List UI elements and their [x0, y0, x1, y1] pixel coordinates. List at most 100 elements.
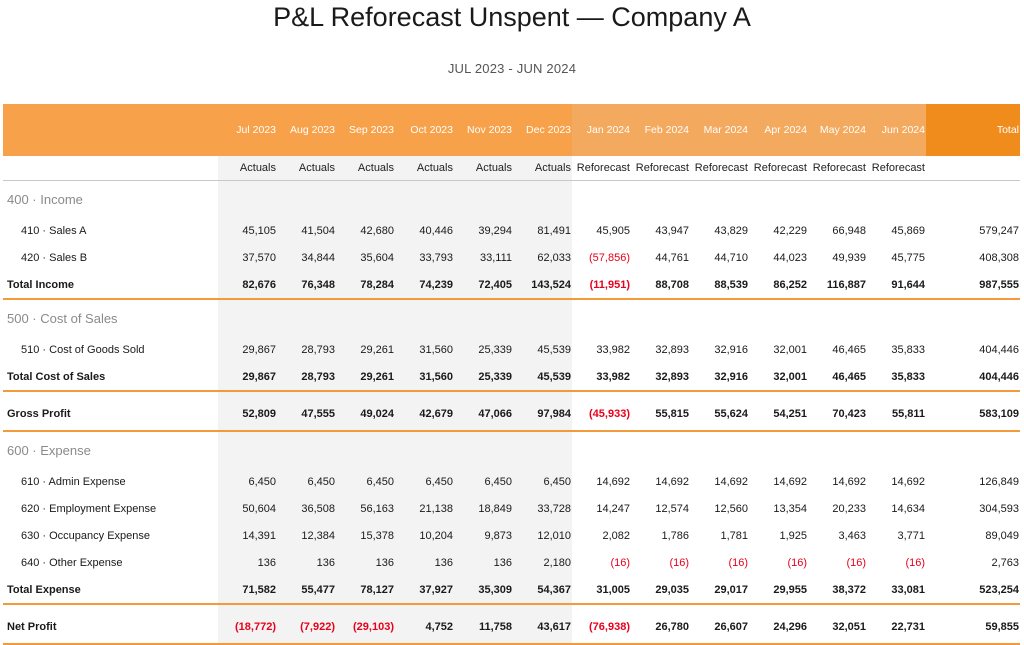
- value-cell: 20,233: [832, 502, 866, 515]
- row-total-cell: 304,593: [979, 502, 1019, 515]
- spacer-row: [3, 391, 1020, 398]
- value-cell: (7,922): [277, 611, 336, 645]
- value-cell: 29,261: [336, 336, 395, 363]
- value-cell: 37,927: [395, 576, 454, 605]
- value-cell: 3,463: [838, 529, 866, 542]
- spacer-cell: [395, 604, 454, 611]
- data-type-cell: Reforecast: [749, 156, 808, 181]
- value-cell: 14,634: [891, 502, 925, 515]
- value-cell: 1,786: [661, 529, 689, 542]
- value-cell: 22,731: [867, 611, 926, 645]
- row-label: 630 · Occupancy Expense: [21, 529, 151, 542]
- value-cell: 40,446: [395, 217, 454, 244]
- value-cell: 35,833: [867, 363, 926, 392]
- month-header-cell: Apr 2024: [749, 104, 808, 156]
- spacer-cell: [926, 391, 1020, 398]
- value-cell: 12,560: [714, 502, 748, 515]
- value-cell: 136: [277, 549, 336, 576]
- value-cell: 35,833: [891, 343, 925, 356]
- value-cell: 52,809: [218, 398, 277, 432]
- spacer-cell: [690, 604, 749, 611]
- blank-cell: [218, 299, 277, 336]
- value-cell: 35,604: [336, 244, 395, 271]
- value-cell: 66,948: [832, 224, 866, 237]
- value-cell: 26,607: [690, 611, 749, 645]
- row-label: Total Cost of Sales: [3, 363, 218, 392]
- value-cell: (16): [846, 556, 866, 569]
- blank-cell: [631, 431, 690, 468]
- value-cell: (18,772): [218, 611, 277, 645]
- line-item-row: 630 · Occupancy Expense 14,391 12,384 15,37…: [3, 522, 1020, 549]
- blank-cell: [926, 431, 1020, 468]
- value-cell: 49,024: [336, 398, 395, 432]
- blank-cell: [867, 299, 926, 336]
- row-total-cell: 59,855: [926, 611, 1020, 645]
- value-cell: 46,465: [808, 363, 867, 392]
- month-header-cell: Jul 2023: [218, 104, 277, 156]
- blank-cell: [395, 431, 454, 468]
- value-cell: (45,933): [572, 398, 631, 432]
- row-total-cell: 987,555: [926, 271, 1020, 300]
- value-cell: 6,450: [277, 468, 336, 495]
- value-cell: 88,539: [690, 271, 749, 300]
- value-cell: 136: [454, 549, 513, 576]
- value-cell: 116,887: [808, 271, 867, 300]
- blank-cell: [572, 299, 631, 336]
- value-cell: 46,465: [832, 343, 866, 356]
- value-cell: 81,491: [513, 217, 572, 244]
- value-cell: 55,477: [277, 576, 336, 605]
- value-cell: (11,951): [572, 271, 631, 300]
- data-type-cell: Reforecast: [690, 156, 749, 181]
- value-cell: 35,309: [454, 576, 513, 605]
- value-cell: 44,710: [714, 251, 748, 264]
- month-header-cell: Aug 2023: [277, 104, 336, 156]
- value-cell: 47,066: [454, 398, 513, 432]
- blank-cell: [513, 431, 572, 468]
- value-cell: 36,508: [277, 495, 336, 522]
- gross-profit-row: Gross Profit 52,809 47,555 49,024 42,679 47,0…: [3, 398, 1020, 432]
- spacer-cell: [808, 391, 867, 398]
- value-cell: 32,001: [773, 343, 807, 356]
- value-cell: 54,367: [513, 576, 572, 605]
- value-cell: 45,105: [218, 217, 277, 244]
- value-cell: 14,692: [655, 475, 689, 488]
- value-cell: 88,708: [631, 271, 690, 300]
- value-cell: 6,450: [395, 468, 454, 495]
- blank-cell: [690, 431, 749, 468]
- type-label-cell: [3, 156, 218, 181]
- value-cell: 25,339: [454, 336, 513, 363]
- row-label: Gross Profit: [3, 398, 218, 432]
- data-type-cell: Reforecast: [808, 156, 867, 181]
- data-type-cell: Actuals: [336, 156, 395, 181]
- value-cell: 14,692: [714, 475, 748, 488]
- section-heading: 400 · Income: [7, 191, 83, 207]
- value-cell: 14,391: [218, 522, 277, 549]
- blank-cell: [926, 299, 1020, 336]
- row-total-cell: 408,308: [979, 251, 1019, 264]
- row-label: 610 · Admin Expense: [21, 475, 126, 488]
- value-cell: 41,504: [277, 217, 336, 244]
- value-cell: 1,925: [779, 529, 807, 542]
- section-heading-row: 400 · Income: [3, 180, 1020, 218]
- blank-cell: [277, 431, 336, 468]
- blank-cell: [631, 299, 690, 336]
- value-cell: 31,560: [395, 363, 454, 392]
- value-cell: 2,180: [513, 549, 572, 576]
- blank-cell: [926, 181, 1020, 218]
- report-period: JUL 2023 - JUN 2024: [447, 61, 577, 76]
- value-cell: 29,867: [218, 336, 277, 363]
- row-label: 420 · Sales B: [21, 251, 88, 264]
- month-header-cell: Oct 2023: [395, 104, 454, 156]
- spacer-cell: [3, 604, 218, 611]
- value-cell: 86,252: [749, 271, 808, 300]
- value-cell: 6,450: [513, 468, 572, 495]
- value-cell: 71,582: [218, 576, 277, 605]
- section-total-row: Total Expense 71,582 55,477 78,127 37,927 35,…: [3, 576, 1020, 605]
- section-heading-row: 500 · Cost of Sales: [3, 299, 1020, 336]
- value-cell: 136: [336, 549, 395, 576]
- value-cell: 14,692: [773, 475, 807, 488]
- line-item-row: 620 · Employment Expense 50,604 36,508 56,1…: [3, 495, 1020, 522]
- row-total-cell: 579,247: [979, 224, 1019, 237]
- value-cell: 14,692: [891, 475, 925, 488]
- value-cell: 34,844: [277, 244, 336, 271]
